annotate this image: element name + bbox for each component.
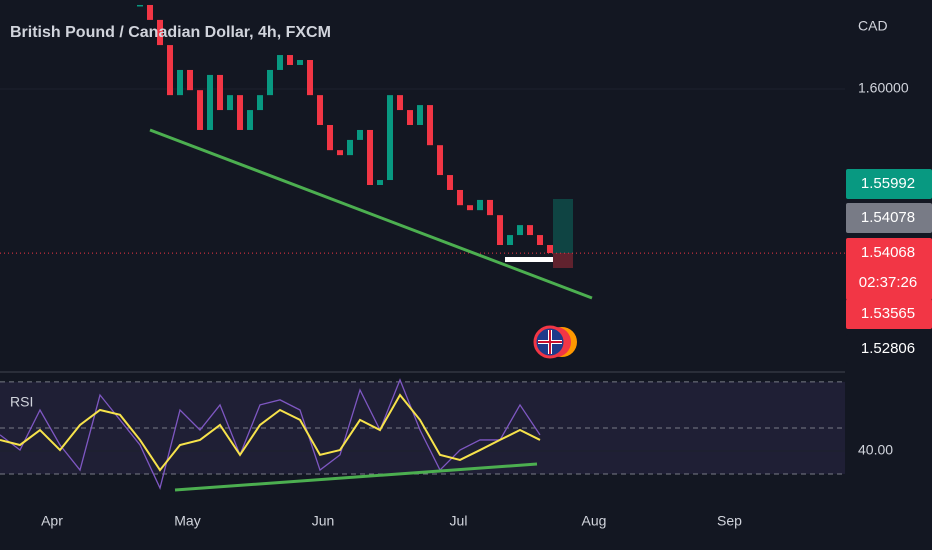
candle	[437, 145, 443, 176]
price-tag-label: 1.53565	[861, 305, 915, 322]
event-icon[interactable]	[533, 325, 577, 359]
y-tick-label: 40.00	[858, 442, 893, 458]
price-tag-label: 1.55992	[861, 175, 915, 192]
candle	[227, 95, 233, 111]
price-pane: 1.60000	[0, 4, 909, 254]
candle	[477, 199, 483, 211]
candle	[547, 245, 553, 254]
candle	[377, 180, 383, 185]
price-tag-label: 1.52806	[861, 340, 915, 357]
countdown-label: 02:37:26	[859, 274, 917, 291]
rsi-trend-line	[174, 462, 538, 492]
rsi-line	[0, 378, 541, 490]
candle	[407, 110, 413, 125]
candle	[137, 4, 143, 7]
candle	[417, 105, 423, 125]
price-tag	[846, 334, 932, 364]
candle	[447, 175, 453, 190]
candle	[397, 95, 403, 111]
x-tick-label: Apr	[41, 513, 63, 529]
candle	[267, 69, 273, 96]
price-tag	[846, 203, 932, 233]
chart-title: British Pound / Canadian Dollar, 4h, FXC…	[10, 24, 331, 41]
candle	[467, 205, 473, 211]
currency-label: CAD	[858, 18, 888, 34]
candle	[187, 69, 193, 91]
candle	[527, 225, 533, 236]
candle	[327, 124, 333, 151]
x-tick-label: Sep	[717, 513, 742, 529]
entry-marker	[505, 257, 553, 262]
candle	[427, 105, 433, 146]
x-tick-label: Jul	[450, 513, 468, 529]
candle	[237, 95, 243, 130]
candle	[347, 139, 353, 156]
candle	[337, 150, 343, 156]
target-zone	[553, 199, 573, 253]
candle	[147, 4, 153, 20]
price-tag-label: 1.54078	[861, 209, 915, 226]
candle	[497, 215, 503, 246]
candle	[367, 129, 373, 185]
candle	[507, 235, 513, 246]
candle	[207, 74, 213, 130]
indicator-title: RSI	[10, 394, 33, 410]
candle	[457, 189, 463, 206]
candle	[217, 74, 223, 111]
stop-zone	[553, 253, 573, 268]
candle	[177, 69, 183, 96]
price-tag	[846, 299, 932, 329]
price-tag-label: 1.54068	[861, 244, 915, 261]
x-tick-label: May	[174, 513, 200, 529]
x-tick-label: Aug	[582, 513, 607, 529]
candle	[257, 95, 263, 111]
candle	[297, 60, 303, 65]
candle	[537, 235, 543, 246]
trend-line	[149, 128, 593, 300]
candle	[317, 95, 323, 125]
candle	[287, 55, 293, 65]
candle	[517, 225, 523, 236]
candle	[157, 19, 163, 46]
y-tick-label: 1.60000	[858, 80, 909, 96]
candle	[197, 90, 203, 130]
candle	[307, 60, 313, 96]
x-tick-label: Jun	[312, 513, 335, 529]
candle	[247, 110, 253, 130]
candle	[357, 129, 363, 140]
rsi-pane: 40.00	[0, 378, 893, 490]
candle	[487, 199, 493, 216]
price-tag	[846, 169, 932, 199]
price-tag	[846, 238, 932, 300]
candle	[387, 95, 393, 181]
rsi-line	[0, 393, 541, 472]
candle	[277, 55, 283, 70]
candle	[167, 45, 173, 96]
